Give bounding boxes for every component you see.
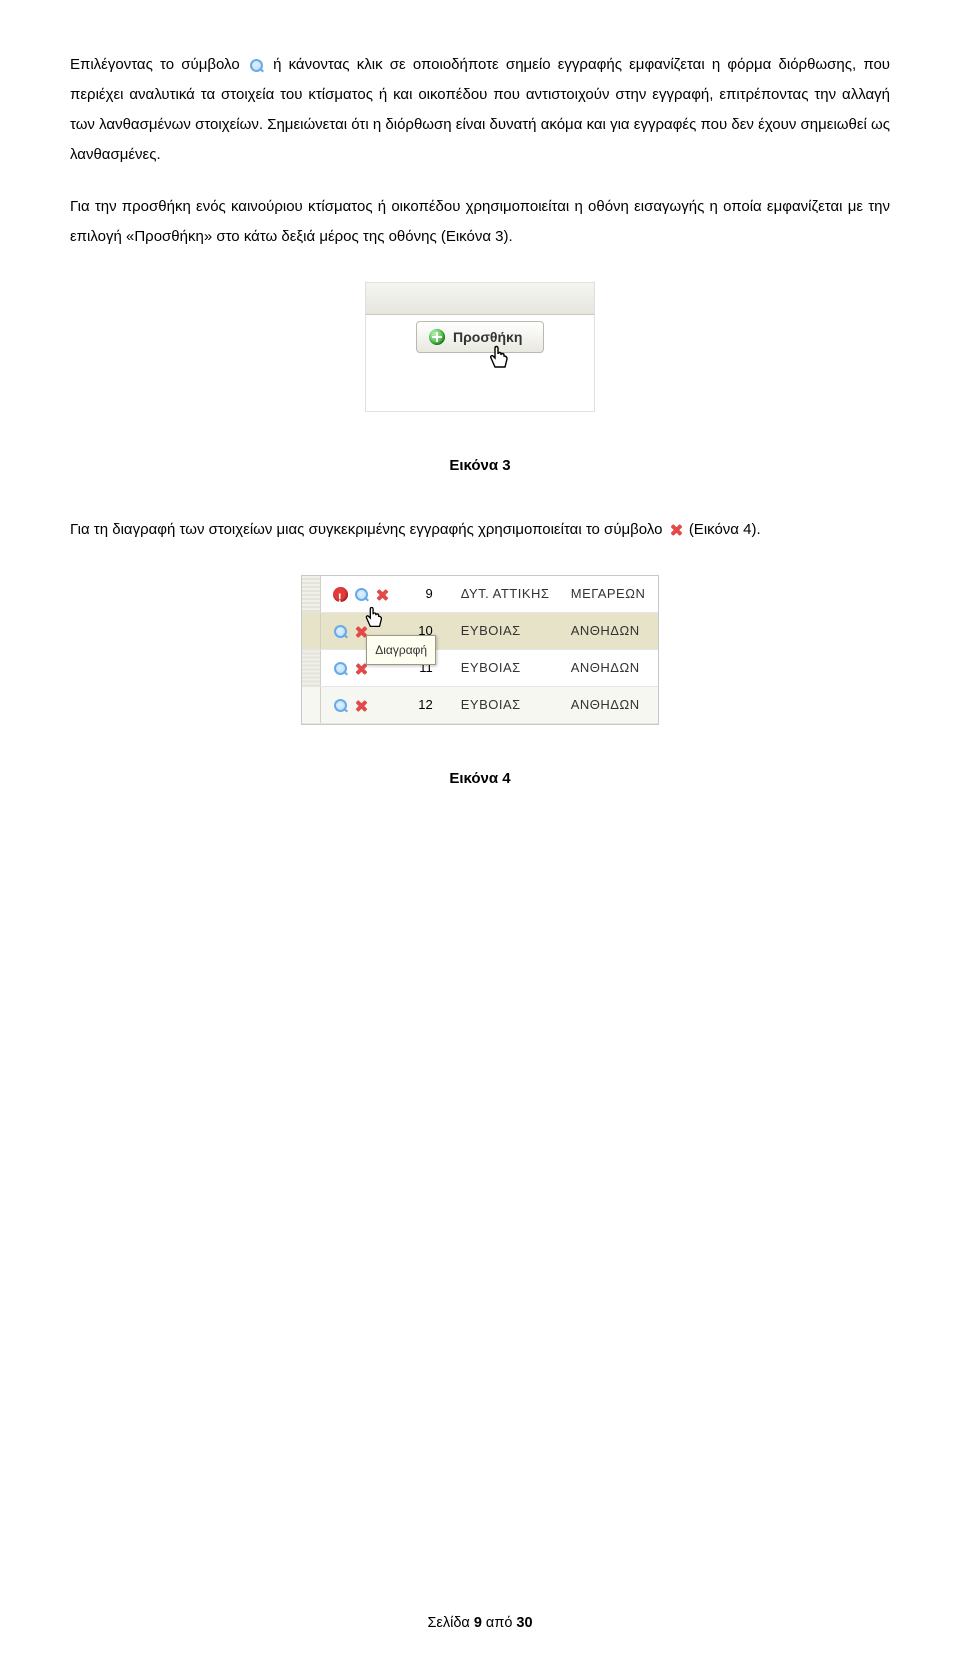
table-row[interactable]: 12ΕΥΒΟΙΑΣΑΝΘΗΔΩΝ xyxy=(302,687,658,724)
delete-icon xyxy=(669,523,683,537)
magnifier-icon xyxy=(249,58,264,73)
row-region: ΕΥΒΟΙΑΣ xyxy=(453,687,563,724)
figure-3-panel: Προσθήκη xyxy=(365,282,595,412)
paragraph-3-text-b: (Εικόνα 4). xyxy=(689,521,761,538)
row-region: ΕΥΒΟΙΑΣ xyxy=(453,613,563,650)
hand-cursor-icon xyxy=(486,345,512,373)
footer-total: 30 xyxy=(516,1615,532,1631)
magnifier-icon[interactable] xyxy=(333,698,348,713)
page-footer: Σελίδα 9 από 30 xyxy=(0,1609,960,1638)
table-row[interactable]: 10ΕΥΒΟΙΑΣΑΝΘΗΔΩΝ xyxy=(302,613,658,650)
delete-icon[interactable] xyxy=(375,588,389,602)
plus-icon xyxy=(429,329,445,345)
row-gutter xyxy=(302,613,320,650)
table-row[interactable]: 9ΔΥΤ. ΑΤΤΙΚΗΣΜΕΓΑΡΕΩΝ xyxy=(302,576,658,613)
figure-4-table: 9ΔΥΤ. ΑΤΤΙΚΗΣΜΕΓΑΡΕΩΝ10ΕΥΒΟΙΑΣΑΝΘΗΔΩΝ11Ε… xyxy=(301,575,659,725)
paragraph-3-text-a: Για τη διαγραφή των στοιχείων μιας συγκε… xyxy=(70,521,667,538)
figure-4: 9ΔΥΤ. ΑΤΤΙΚΗΣΜΕΓΑΡΕΩΝ10ΕΥΒΟΙΑΣΑΝΘΗΔΩΝ11Ε… xyxy=(70,575,890,736)
row-number: 12 xyxy=(403,687,453,724)
row-gutter xyxy=(302,687,320,724)
delete-icon[interactable] xyxy=(354,699,368,713)
magnifier-icon[interactable] xyxy=(333,661,348,676)
paragraph-2: Για την προσθήκη ενός καινούριου κτίσματ… xyxy=(70,192,890,252)
table-row[interactable]: 11ΕΥΒΟΙΑΣΑΝΘΗΔΩΝ xyxy=(302,650,658,687)
row-action-icons xyxy=(320,687,403,724)
figure-4-tbody: 9ΔΥΤ. ΑΤΤΙΚΗΣΜΕΓΑΡΕΩΝ10ΕΥΒΟΙΑΣΑΝΘΗΔΩΝ11Ε… xyxy=(302,576,658,724)
row-region: ΕΥΒΟΙΑΣ xyxy=(453,650,563,687)
row-gutter xyxy=(302,650,320,687)
footer-page: 9 xyxy=(474,1615,482,1631)
footer-mid: από xyxy=(482,1615,517,1631)
magnifier-icon[interactable] xyxy=(354,587,369,602)
figure-3-caption: Εικόνα 3 xyxy=(70,451,890,481)
figure-4-caption: Εικόνα 4 xyxy=(70,764,890,794)
footer-pre: Σελίδα xyxy=(427,1615,473,1631)
paragraph-1: Επιλέγοντας το σύμβολο ή κάνοντας κλικ σ… xyxy=(70,50,890,170)
paragraph-3: Για τη διαγραφή των στοιχείων μιας συγκε… xyxy=(70,515,890,545)
warning-icon xyxy=(333,587,348,602)
paragraph-1-text-a: Επιλέγοντας το σύμβολο xyxy=(70,56,247,73)
magnifier-icon[interactable] xyxy=(333,624,348,639)
hand-cursor-icon xyxy=(362,606,386,632)
figure-3: Προσθήκη xyxy=(70,282,890,423)
row-municipality: ΑΝΘΗΔΩΝ xyxy=(563,687,658,724)
delete-tooltip: Διαγραφή xyxy=(366,635,436,665)
row-municipality: ΑΝΘΗΔΩΝ xyxy=(563,613,658,650)
row-municipality: ΑΝΘΗΔΩΝ xyxy=(563,650,658,687)
row-region: ΔΥΤ. ΑΤΤΙΚΗΣ xyxy=(453,576,563,613)
figure-3-header-bar xyxy=(366,283,594,315)
add-button[interactable]: Προσθήκη xyxy=(416,321,544,353)
row-number: 9 xyxy=(403,576,453,613)
row-municipality: ΜΕΓΑΡΕΩΝ xyxy=(563,576,658,613)
row-gutter xyxy=(302,576,320,613)
